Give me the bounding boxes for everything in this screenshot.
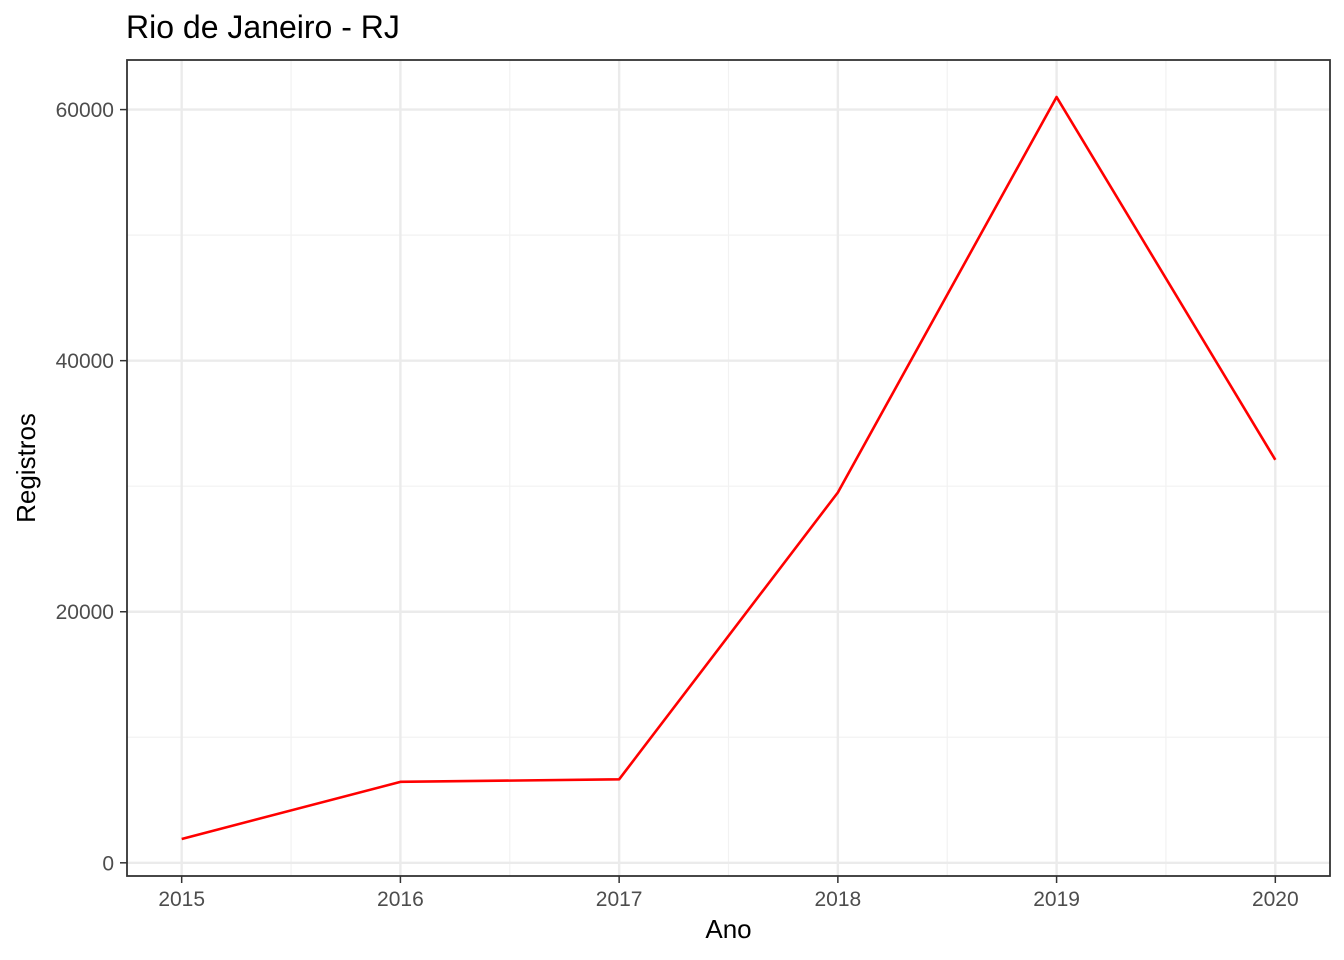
x-tick-label: 2016 xyxy=(377,888,424,911)
y-tick-label: 60000 xyxy=(56,99,114,122)
x-tick-label: 2015 xyxy=(158,888,205,911)
series-layer xyxy=(181,95,1277,841)
y-tick-label: 40000 xyxy=(56,350,114,373)
y-tick-label: 20000 xyxy=(56,601,114,624)
y-axis-ticks: 0 20000 40000 60000 xyxy=(56,99,127,875)
grid xyxy=(127,60,1330,876)
y-tick-label: 0 xyxy=(102,852,114,875)
x-axis-title: Ano xyxy=(705,914,751,944)
y-axis-title: Registros xyxy=(11,413,41,523)
x-tick-label: 2017 xyxy=(596,888,643,911)
plot-panel-border xyxy=(126,59,1331,877)
x-tick-label: 2020 xyxy=(1252,888,1299,911)
x-axis-ticks: 2015 2016 2017 2018 2019 2020 xyxy=(158,876,1299,911)
x-tick-label: 2019 xyxy=(1033,888,1080,911)
series-line xyxy=(181,95,1277,841)
chart-title: Rio de Janeiro - RJ xyxy=(126,9,400,45)
x-tick-label: 2018 xyxy=(815,888,862,911)
